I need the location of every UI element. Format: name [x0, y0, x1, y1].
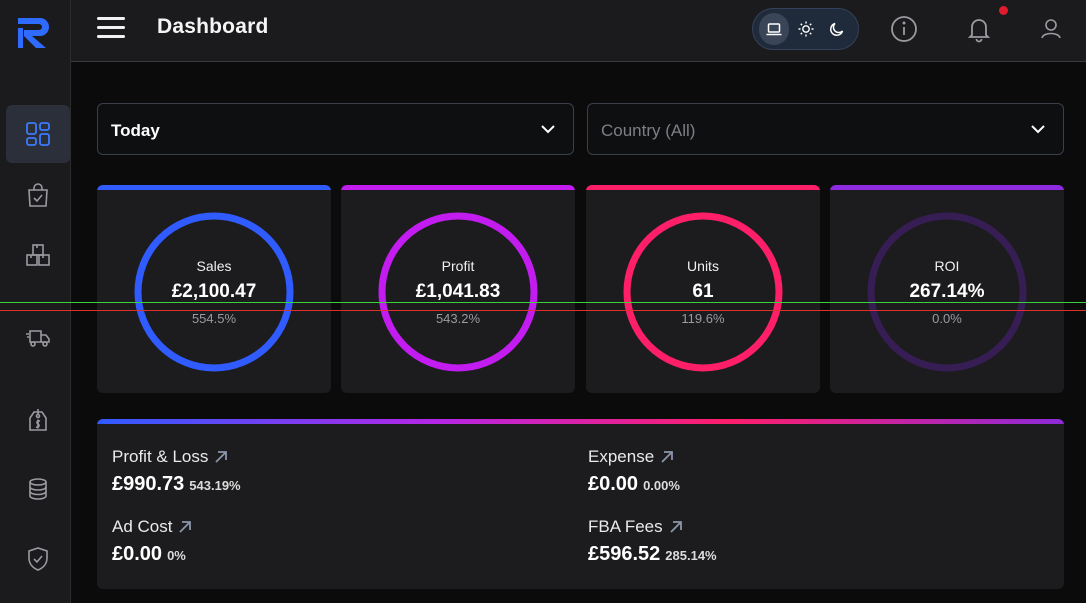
metric-percentage: 0% [167, 548, 186, 563]
chevron-down-icon [541, 125, 555, 134]
shield-check-icon [28, 547, 48, 571]
top-header: Dashboard [71, 0, 1086, 62]
roi-card: ROI 267.14% 0.0% [830, 185, 1064, 393]
metric-percentage: 285.14% [665, 548, 717, 563]
card-label: Profit [441, 258, 475, 274]
chevron-down-icon [1031, 125, 1045, 134]
bell-icon[interactable] [964, 14, 994, 44]
logo-icon[interactable] [14, 14, 52, 52]
sun-icon [798, 21, 813, 37]
card-percentage: 543.2% [435, 311, 481, 326]
profit-loss-metric: Profit & Loss £990.73 543.19% [112, 447, 241, 496]
metric-title: Profit & Loss [112, 447, 209, 466]
hamburger-menu-icon[interactable] [97, 17, 125, 41]
card-value: 61 [692, 281, 714, 302]
summary-panel: Profit & Loss £990.73 543.19% Expense £0… [97, 419, 1064, 589]
card-label: ROI [934, 258, 960, 274]
arrow-up-right-icon [670, 521, 682, 533]
card-accent-bar [830, 185, 1064, 190]
theme-switcher [752, 8, 859, 50]
units-card: Units 61 119.6% [586, 185, 820, 393]
country-select-value: Country (All) [601, 121, 696, 140]
card-accent-bar [341, 185, 575, 190]
sidebar-item-inventory[interactable] [6, 226, 70, 284]
metric-title: FBA Fees [588, 517, 663, 536]
boxes-icon [26, 244, 50, 266]
sidebar-item-dashboard[interactable] [6, 105, 70, 163]
card-value: £2,100.47 [171, 281, 257, 302]
metric-value: £0.00 [112, 543, 163, 565]
sales-card: Sales £2,100.47 554.5% [97, 185, 331, 393]
fba-fees-link[interactable]: FBA Fees [588, 517, 717, 537]
card-accent-bar [97, 185, 331, 190]
profit-card: Profit £1,041.83 543.2% [341, 185, 575, 393]
user-icon[interactable] [1036, 14, 1066, 44]
guide-line-green [0, 302, 1086, 303]
card-percentage: 0.0% [932, 311, 962, 326]
roi-progress-ring [867, 212, 1027, 372]
arrow-up-right-icon [215, 451, 228, 463]
profit-loss-link[interactable]: Profit & Loss [112, 447, 241, 467]
fba-fees-metric: FBA Fees £596.52 285.14% [588, 517, 717, 566]
summary-accent-bar [97, 419, 1064, 424]
metric-title: Expense [588, 447, 655, 466]
card-accent-bar [586, 185, 820, 190]
delivery-truck-icon [26, 330, 50, 347]
metric-percentage: 543.19% [189, 478, 241, 493]
card-value: £1,041.83 [415, 281, 501, 302]
arrow-up-right-icon [661, 451, 674, 463]
moon-icon [830, 22, 844, 36]
database-icon [29, 478, 47, 500]
theme-system-button[interactable] [759, 13, 789, 45]
country-select[interactable]: Country (All) [587, 103, 1064, 155]
metric-value: £990.73 [112, 473, 185, 495]
metric-percentage: 0.00% [643, 478, 680, 493]
period-select[interactable]: Today [97, 103, 574, 155]
sidebar-item-pricing[interactable] [6, 391, 70, 449]
price-tag-icon [29, 409, 47, 431]
card-label: Sales [196, 258, 232, 274]
sidebar-item-orders[interactable] [6, 166, 70, 224]
units-progress-ring [623, 212, 783, 372]
arrow-up-right-icon [179, 521, 192, 533]
ad-cost-metric: Ad Cost £0.00 0% [112, 517, 192, 566]
theme-light-button[interactable] [791, 13, 821, 45]
sidebar-item-security[interactable] [6, 530, 70, 588]
profit-progress-ring [378, 212, 538, 372]
sales-progress-ring [134, 212, 294, 372]
ad-cost-link[interactable]: Ad Cost [112, 517, 192, 537]
expense-link[interactable]: Expense [588, 447, 680, 467]
page-title: Dashboard [157, 15, 269, 38]
card-percentage: 119.6% [681, 311, 725, 326]
card-percentage: 554.5% [191, 311, 237, 326]
expense-metric: Expense £0.00 0.00% [588, 447, 680, 496]
notification-badge [999, 6, 1008, 15]
shopping-bag-check-icon [28, 183, 48, 207]
metric-value: £0.00 [588, 473, 639, 495]
metric-title: Ad Cost [112, 517, 173, 536]
sidebar-item-shipments[interactable] [6, 308, 70, 366]
dashboard-icon [26, 122, 50, 146]
sidebar-item-database[interactable] [6, 460, 70, 518]
period-select-value: Today [111, 121, 160, 140]
theme-dark-button[interactable] [822, 13, 852, 45]
laptop-icon [766, 23, 782, 36]
sidebar [0, 0, 71, 603]
card-value: 267.14% [909, 281, 985, 302]
metric-value: £596.52 [588, 543, 661, 565]
guide-line-red [0, 310, 1086, 311]
info-icon[interactable] [889, 14, 919, 44]
card-label: Units [687, 258, 719, 274]
